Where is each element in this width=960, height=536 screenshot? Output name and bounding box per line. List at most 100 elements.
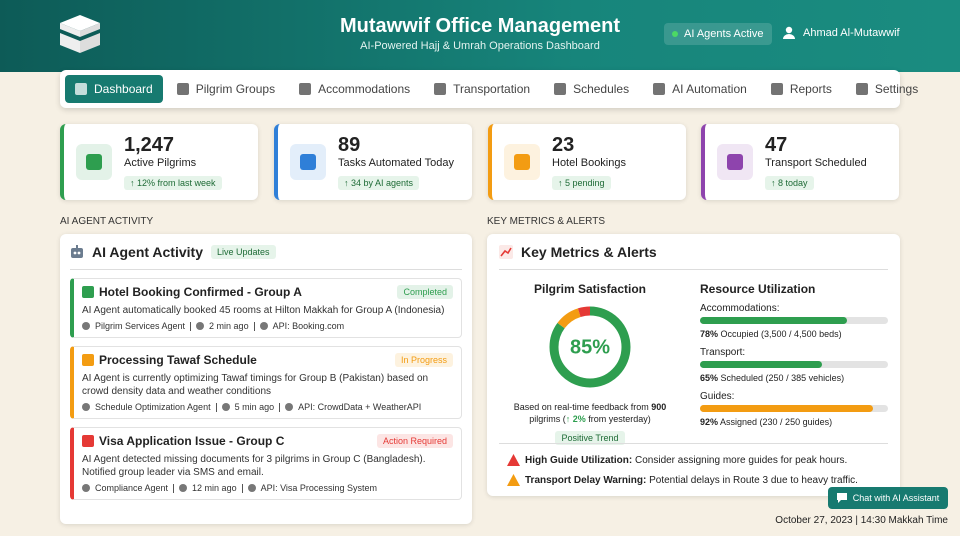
progress-fill xyxy=(700,361,823,368)
activity-header: Processing Tawaf Schedule In Progress xyxy=(82,353,453,367)
stat-icon xyxy=(290,144,326,180)
note-part: Based on real-time feedback from xyxy=(513,402,652,412)
time: 2 min ago xyxy=(209,321,249,331)
separator xyxy=(173,483,175,493)
section-label: KEY METRICS & ALERTS xyxy=(487,216,606,227)
nav-icon xyxy=(855,83,868,95)
api-icon xyxy=(285,403,294,411)
nav-icon xyxy=(75,83,87,95)
note-part: from yesterday) xyxy=(585,414,651,424)
resource-detail: 92% Assigned (230 / 250 guides) xyxy=(700,417,890,427)
activity-title: Hotel Booking Confirmed - Group A xyxy=(99,285,302,299)
time-icon xyxy=(221,403,230,411)
nav-icon xyxy=(299,83,312,95)
stat-card: 89 Tasks Automated Today ↑ 34 by AI agents xyxy=(274,124,472,200)
alert-text-wrap: High Guide Utilization: Consider assigni… xyxy=(525,455,847,466)
stat-change: ↑ 34 by AI agents xyxy=(338,175,420,190)
nav-item[interactable]: Transportation xyxy=(424,75,540,103)
nav-item[interactable]: Accommodations xyxy=(289,75,420,103)
stat-text: 47 Transport Scheduled ↑ 8 today xyxy=(765,134,867,191)
stat-text: 23 Hotel Bookings ↑ 5 pending xyxy=(552,134,626,191)
nav-icon xyxy=(554,83,567,95)
stat-label: Hotel Bookings xyxy=(552,156,626,169)
alert-title: Transport Delay Warning: xyxy=(525,474,647,486)
section-label: AI AGENT ACTIVITY xyxy=(60,216,154,227)
stat-icon xyxy=(76,144,112,180)
activity-meta: Compliance Agent 12 min ago API: Visa Proc… xyxy=(82,483,453,493)
nav-label: Accommodations xyxy=(318,82,411,96)
activity-title-wrap: Processing Tawaf Schedule xyxy=(82,353,257,367)
resource-name: Guides: xyxy=(700,391,735,402)
nav-icon xyxy=(770,83,783,95)
stat-change: ↑ 5 pending xyxy=(552,175,611,190)
panel-title: Key Metrics & Alerts xyxy=(521,244,657,260)
chat-button[interactable]: Chat with AI Assistant xyxy=(828,487,948,509)
nav-label: AI Automation xyxy=(672,82,747,96)
user[interactable]: Ahmad Al-Mutawwif xyxy=(783,26,900,39)
resources: Resource Utilization Accommodations: 78% … xyxy=(700,282,890,435)
note-part: 900 xyxy=(651,402,667,412)
alert: High Guide Utilization: Consider assigni… xyxy=(507,454,887,466)
agent-icon xyxy=(82,322,90,330)
nav-label: Reports xyxy=(789,82,832,96)
chat-icon xyxy=(836,493,847,503)
api: API: CrowdData + WeatherAPI xyxy=(298,402,422,412)
nav-item[interactable]: Settings xyxy=(846,75,928,103)
activity-item: Visa Application Issue - Group C Action R… xyxy=(70,427,462,500)
stat-value: 23 xyxy=(552,133,575,156)
stat-value: 1,247 xyxy=(124,133,175,156)
activity-panel: AI Agent Activity Live Updates Hotel Boo… xyxy=(60,234,472,524)
nav-label: Pilgrim Groups xyxy=(195,82,276,96)
robot-icon xyxy=(71,245,83,258)
status-badge: Action Required xyxy=(376,434,453,448)
nav-item[interactable]: AI Automation xyxy=(643,75,757,103)
resource-percent: 65% xyxy=(700,373,719,383)
nav-icon xyxy=(653,83,666,95)
separator xyxy=(190,321,192,331)
time: 12 min ago xyxy=(192,483,237,493)
nav-item[interactable]: Reports xyxy=(761,75,842,103)
stat-glyph xyxy=(300,154,316,170)
resource-name: Transport: xyxy=(700,347,746,358)
stat-value: 89 xyxy=(338,133,361,156)
stat-label: Tasks Automated Today xyxy=(338,156,454,169)
resource-percent: 78% xyxy=(700,329,719,339)
stat-label: Transport Scheduled xyxy=(765,156,867,169)
activity-text: AI Agent automatically booked 45 rooms a… xyxy=(82,305,445,316)
status-badge: In Progress xyxy=(394,353,453,367)
app-subtitle: AI-Powered Hajj & Umrah Operations Dashb… xyxy=(360,40,600,52)
header: Mutawwif Office Management AI-Powered Ha… xyxy=(0,0,960,72)
activity-list: Hotel Booking Confirmed - Group A Complet… xyxy=(70,278,462,500)
resource-percent: 92% xyxy=(700,417,719,427)
stat-card: 47 Transport Scheduled ↑ 8 today xyxy=(701,124,899,200)
alert-text-wrap: Transport Delay Warning: Potential delay… xyxy=(525,475,858,486)
nav-item[interactable]: Dashboard xyxy=(65,75,163,103)
activity-title: Processing Tawaf Schedule xyxy=(99,353,257,367)
user-name: Ahmad Al-Mutawwif xyxy=(803,26,900,39)
activity-title: Visa Application Issue - Group C xyxy=(99,434,285,448)
nav-item[interactable]: Pilgrim Groups xyxy=(167,75,285,103)
nav-item[interactable]: Schedules xyxy=(544,75,639,103)
activity-title-wrap: Hotel Booking Confirmed - Group A xyxy=(82,285,302,299)
datetime: October 27, 2023 | 14:30 Makkah Time xyxy=(775,515,948,526)
nav-label: Settings xyxy=(874,82,919,96)
status-icon xyxy=(82,435,94,447)
progress-track xyxy=(700,317,888,324)
metrics-panel: Key Metrics & Alerts Pilgrim Satisfactio… xyxy=(487,234,900,496)
nav-label: Schedules xyxy=(573,82,630,96)
donut: 85% xyxy=(549,306,631,388)
time: 5 min ago xyxy=(234,402,275,412)
nav-icon xyxy=(176,83,189,95)
divider xyxy=(499,269,888,270)
stat-card: 23 Hotel Bookings ↑ 5 pending xyxy=(488,124,686,200)
divider xyxy=(70,269,462,270)
logo xyxy=(60,15,100,53)
api-icon xyxy=(247,484,256,492)
stat-glyph xyxy=(86,154,102,170)
nav-bar: Dashboard Pilgrim Groups Accommodations Tra… xyxy=(60,70,918,108)
alert-text: Potential delays in Route 3 due to heavy… xyxy=(646,474,858,486)
time-icon xyxy=(179,484,188,492)
agent-icon xyxy=(82,484,90,492)
